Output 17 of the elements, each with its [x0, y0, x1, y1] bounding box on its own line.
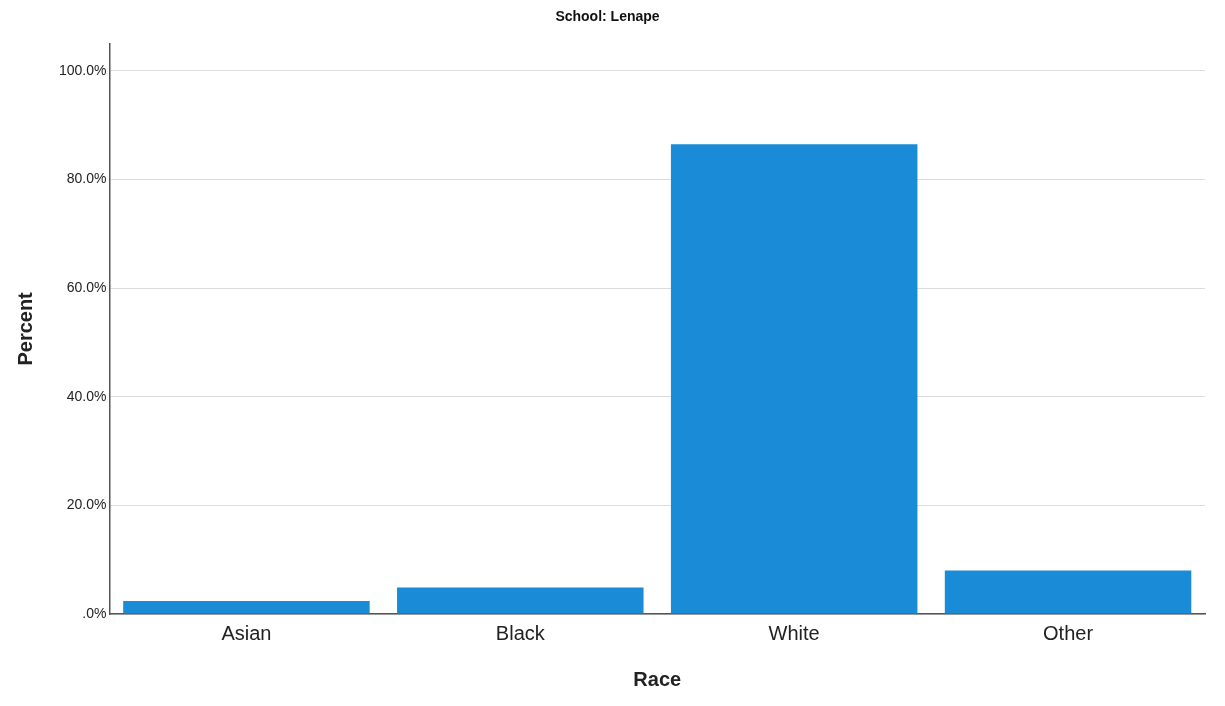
bar [670, 144, 918, 614]
x-tick-label: White [768, 621, 820, 644]
x-tick-label: Black [495, 621, 546, 644]
y-tick-label: 40.0% [66, 387, 107, 404]
bar [397, 587, 644, 614]
chart-title: School: Lenape [555, 8, 660, 25]
y-tick-label: .0% [82, 604, 107, 621]
bar [123, 600, 370, 614]
y-tick-label: 60.0% [66, 279, 107, 296]
y-tick-label: 100.0% [59, 61, 107, 78]
x-tick-label: Other [1043, 621, 1094, 644]
y-tick-label: 80.0% [66, 170, 107, 187]
bar [944, 570, 1192, 614]
x-axis-title: Race [633, 667, 682, 690]
y-axis-title: Percent [13, 291, 36, 366]
x-tick-label: Asian [221, 621, 272, 644]
y-tick-label: 20.0% [66, 496, 107, 513]
